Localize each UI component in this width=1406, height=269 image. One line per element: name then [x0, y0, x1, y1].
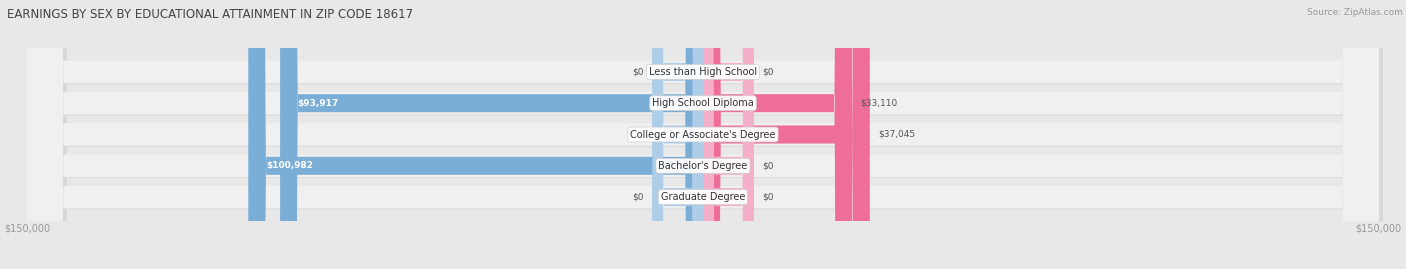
Text: $0: $0 [762, 193, 773, 201]
FancyBboxPatch shape [31, 0, 1382, 269]
FancyBboxPatch shape [703, 0, 754, 269]
Text: $0: $0 [762, 161, 773, 170]
Text: $0: $0 [633, 130, 644, 139]
FancyBboxPatch shape [28, 0, 1378, 269]
Text: Less than High School: Less than High School [650, 67, 756, 77]
FancyBboxPatch shape [703, 0, 870, 269]
FancyBboxPatch shape [31, 0, 1382, 269]
Text: $0: $0 [633, 193, 644, 201]
Text: EARNINGS BY SEX BY EDUCATIONAL ATTAINMENT IN ZIP CODE 18617: EARNINGS BY SEX BY EDUCATIONAL ATTAINMEN… [7, 8, 413, 21]
Text: $0: $0 [633, 68, 644, 76]
Text: $33,110: $33,110 [860, 99, 897, 108]
FancyBboxPatch shape [703, 0, 754, 269]
FancyBboxPatch shape [28, 0, 1378, 269]
Text: $93,917: $93,917 [297, 99, 339, 108]
Text: $37,045: $37,045 [877, 130, 915, 139]
FancyBboxPatch shape [703, 0, 852, 269]
Text: Source: ZipAtlas.com: Source: ZipAtlas.com [1308, 8, 1403, 17]
Text: Bachelor's Degree: Bachelor's Degree [658, 161, 748, 171]
FancyBboxPatch shape [280, 0, 703, 269]
FancyBboxPatch shape [28, 0, 1378, 269]
FancyBboxPatch shape [31, 0, 1382, 269]
FancyBboxPatch shape [703, 0, 754, 269]
FancyBboxPatch shape [249, 0, 703, 269]
FancyBboxPatch shape [652, 0, 703, 269]
Text: Graduate Degree: Graduate Degree [661, 192, 745, 202]
FancyBboxPatch shape [28, 0, 1378, 269]
Text: College or Associate's Degree: College or Associate's Degree [630, 129, 776, 140]
FancyBboxPatch shape [31, 0, 1382, 269]
FancyBboxPatch shape [652, 0, 703, 269]
Text: $0: $0 [762, 68, 773, 76]
FancyBboxPatch shape [31, 0, 1382, 269]
Text: $100,982: $100,982 [267, 161, 314, 170]
FancyBboxPatch shape [652, 0, 703, 269]
FancyBboxPatch shape [28, 0, 1378, 269]
Text: High School Diploma: High School Diploma [652, 98, 754, 108]
